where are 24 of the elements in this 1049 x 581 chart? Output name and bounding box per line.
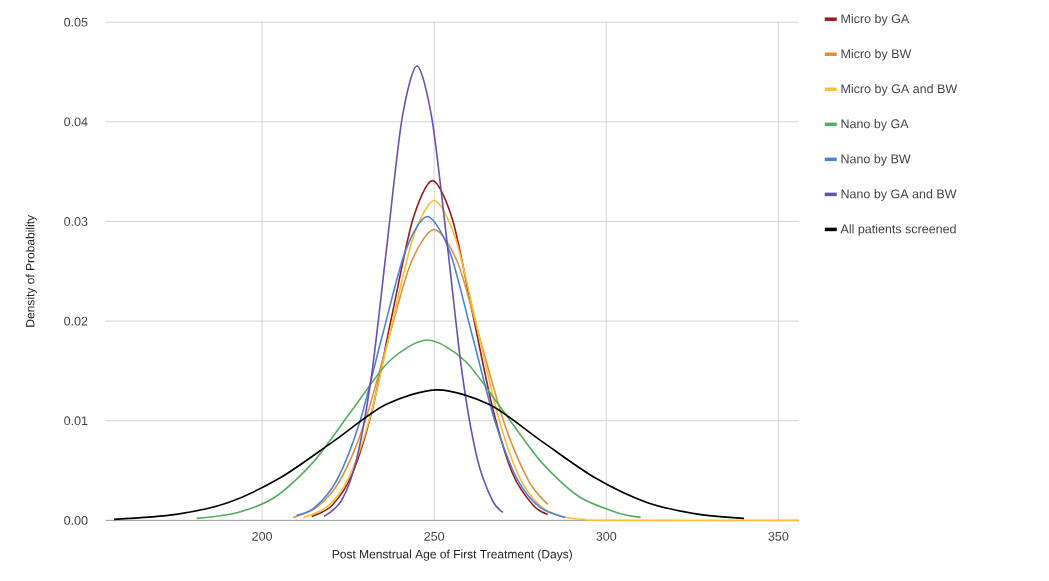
line-series — [310, 179, 549, 518]
y-tick-label: 0.04 — [64, 117, 88, 127]
y-tick-label: 0.00 — [64, 515, 88, 525]
line-series — [195, 339, 642, 520]
line-series — [302, 199, 800, 522]
legend-label: Nano by GA and BW — [841, 189, 957, 201]
legend-label: Nano by BW — [841, 154, 911, 166]
x-tick-label: 250 — [424, 531, 445, 541]
line-series — [113, 389, 745, 521]
y-axis-title: Density of Probability — [25, 214, 37, 327]
x-tick-label: 300 — [596, 531, 617, 541]
legend-label: Micro by GA — [841, 13, 910, 26]
y-tick-label: 0.03 — [64, 217, 88, 226]
y-tick-label: 0.01 — [64, 416, 88, 426]
legend-label: Nano by GA — [841, 119, 909, 131]
x-axis-title: Post Menstrual Age of First Treatment (Days) — [332, 549, 572, 561]
legend-label: All patients screened — [840, 224, 956, 236]
y-tick-label: 0.05 — [64, 17, 88, 27]
x-tick-label: 350 — [768, 531, 789, 541]
legend-label: Micro by BW — [841, 48, 912, 61]
line-series — [323, 65, 504, 518]
legend-label: Micro by GA and BW — [841, 83, 958, 96]
x-tick-label: 200 — [252, 531, 273, 541]
y-tick-label: 0.02 — [64, 316, 88, 326]
